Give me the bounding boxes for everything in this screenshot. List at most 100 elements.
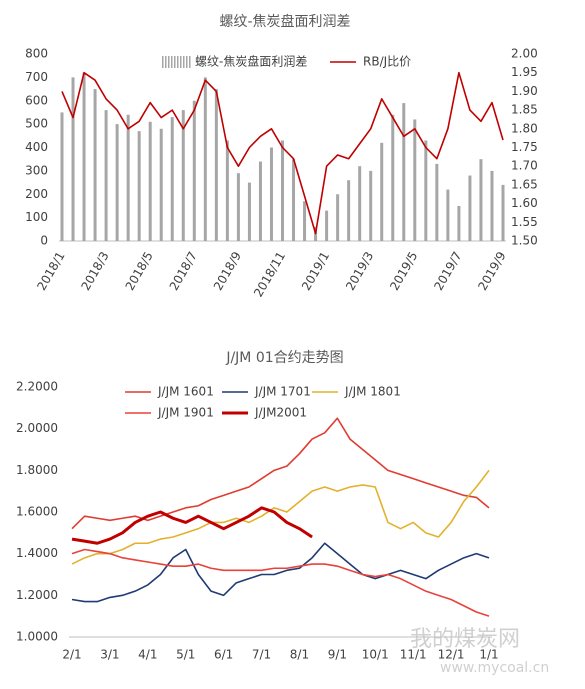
- bar: [369, 170, 373, 241]
- bar: [391, 114, 395, 241]
- bar: [468, 175, 472, 241]
- x-tick-label: 2018/9: [211, 249, 244, 293]
- bar: [181, 110, 185, 241]
- watermark-text: 我的煤炭网: [410, 627, 520, 652]
- legend-label: RB/J比价: [363, 55, 411, 69]
- y2-tick-label: 2.00: [511, 47, 538, 61]
- series-line: [61, 71, 504, 235]
- bar: [446, 189, 450, 241]
- chart-title: 螺纹-焦炭盘面利润差: [219, 13, 350, 30]
- series-line: [71, 506, 313, 545]
- bar: [247, 182, 251, 241]
- x-tick-label: 2019/7: [431, 249, 464, 293]
- y2-tick-label: 1.60: [511, 196, 538, 210]
- x-tick-label: 7/1: [252, 648, 271, 662]
- y-tick-label: 600: [25, 93, 48, 107]
- bar: [115, 124, 119, 241]
- x-tick-label: 2019/3: [343, 249, 376, 293]
- y-tick-label: 1.6000: [16, 505, 58, 519]
- y-tick-label: 700: [25, 70, 48, 84]
- series-line: [71, 469, 490, 565]
- x-tick-label: 2018/7: [167, 249, 200, 293]
- bar: [82, 72, 86, 241]
- bar: [292, 159, 296, 241]
- bar: [479, 159, 483, 241]
- bar: [413, 119, 417, 241]
- bar: [269, 147, 273, 241]
- bar: [214, 89, 218, 241]
- watermark-url: www.mycoal.cn: [440, 660, 549, 676]
- x-tick-label: 2019/5: [387, 249, 420, 293]
- bar: [336, 194, 340, 241]
- y2-tick-label: 1.95: [511, 65, 538, 79]
- x-tick-label: 2018/1: [34, 249, 67, 293]
- x-tick-label: 6/1: [214, 648, 233, 662]
- y2-tick-label: 1.80: [511, 121, 538, 135]
- bar: [435, 163, 439, 241]
- legend-label: J/JM 1801: [344, 385, 401, 399]
- bar: [347, 180, 351, 241]
- y2-tick-label: 1.55: [511, 215, 538, 229]
- bar: [71, 77, 75, 241]
- series-line: [71, 548, 490, 617]
- bar: [137, 131, 141, 241]
- bar: [281, 140, 284, 241]
- legend-label: J/JM 1701: [254, 385, 311, 399]
- x-tick-label: 2019/9: [475, 249, 508, 293]
- y-tick-label: 2.0000: [16, 421, 58, 435]
- bar: [60, 112, 64, 241]
- series-line: [71, 417, 490, 530]
- y2-tick-label: 1.90: [511, 84, 538, 98]
- chart-title: J/JM 01合约走势图: [225, 350, 343, 366]
- y2-tick-label: 1.65: [511, 177, 538, 191]
- y2-tick-label: 1.75: [511, 140, 538, 154]
- bar: [358, 166, 362, 241]
- x-tick-label: 12/1: [438, 648, 465, 662]
- bar: [424, 140, 428, 241]
- y-tick-label: 1.0000: [16, 630, 58, 644]
- series-line: [71, 542, 490, 603]
- x-tick-label: 2018/5: [123, 249, 156, 293]
- bar: [236, 173, 240, 241]
- legend-label: J/JM 1901: [157, 406, 214, 420]
- bar: [402, 103, 406, 242]
- bar: [501, 184, 505, 241]
- x-tick-label: 5/1: [176, 648, 195, 662]
- y-tick-label: 100: [25, 210, 48, 224]
- y-tick-label: 400: [25, 140, 48, 154]
- y-tick-label: 800: [25, 47, 48, 61]
- x-tick-label: 11/1: [400, 648, 427, 662]
- bar: [203, 77, 207, 241]
- legend-label: J/JM 1601: [157, 385, 214, 399]
- legend-label: J/JM2001: [254, 406, 307, 420]
- y-tick-label: 300: [25, 163, 48, 177]
- bar: [104, 110, 108, 241]
- bar: [258, 161, 262, 241]
- bar: [170, 117, 174, 241]
- x-tick-label: 2/1: [62, 648, 81, 662]
- y2-tick-label: 1.70: [511, 159, 538, 173]
- x-tick-label: 4/1: [138, 648, 157, 662]
- bar: [159, 128, 163, 241]
- x-tick-label: 8/1: [290, 648, 309, 662]
- bar: [192, 100, 196, 241]
- y-tick-label: 200: [25, 187, 48, 201]
- bar: [490, 170, 494, 241]
- y2-tick-label: 1.85: [511, 103, 538, 117]
- x-tick-label: 1/1: [479, 648, 498, 662]
- y-tick-label: 1.8000: [16, 463, 58, 477]
- x-tick-label: 10/1: [362, 648, 389, 662]
- bar: [325, 210, 329, 241]
- x-tick-label: 2018/11: [251, 249, 288, 299]
- y-tick-label: 2.2000: [16, 380, 58, 394]
- x-tick-label: 9/1: [328, 648, 347, 662]
- x-tick-label: 2019/1: [299, 249, 332, 293]
- y-tick-label: 500: [25, 117, 48, 131]
- bar: [148, 121, 152, 241]
- x-tick-label: 2018/3: [78, 249, 111, 293]
- legend-swatch: [162, 56, 192, 68]
- bar: [93, 89, 97, 241]
- y-tick-label: 0: [40, 234, 48, 248]
- y-tick-label: 1.2000: [16, 588, 58, 602]
